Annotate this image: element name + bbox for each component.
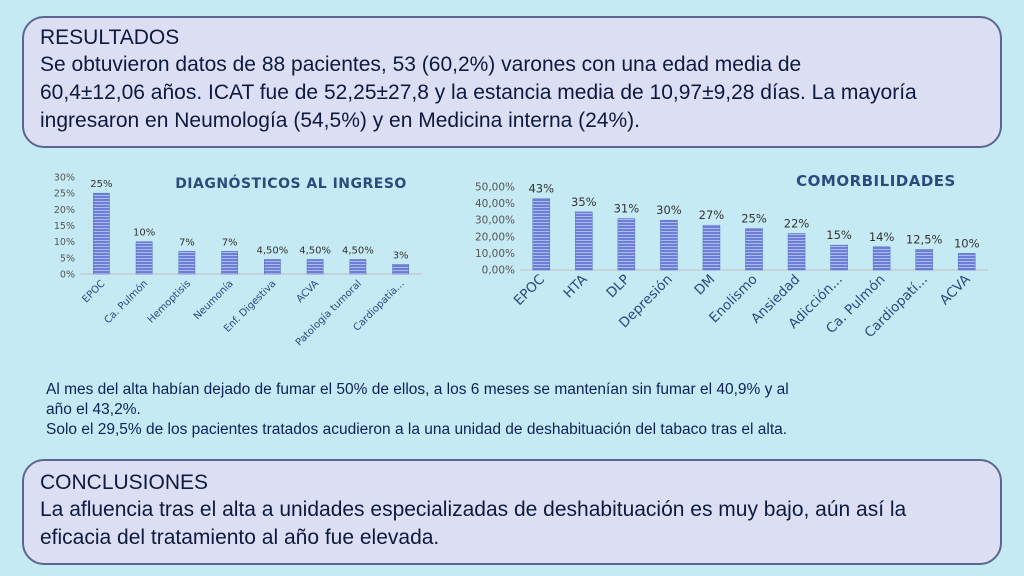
conclusions-box: CONCLUSIONES La afluencia tras el alta a…: [22, 459, 1002, 565]
conclusions-line-2: eficacia del tratamiento al año fue elev…: [40, 526, 440, 549]
comorb-data-label: 14%: [869, 230, 895, 244]
comorb-bar: [957, 253, 976, 271]
comorb-ytick-label: 50,00%: [475, 182, 515, 194]
comorb-data-label: 25%: [741, 212, 767, 226]
comorb-category-label: DLP: [603, 272, 633, 302]
diag-data-label: 7%: [222, 237, 238, 248]
diag-data-label: 4,50%: [342, 245, 374, 256]
comorb-bar: [702, 224, 721, 271]
diag-data-label: 25%: [90, 179, 112, 190]
diag-bar: [178, 251, 196, 275]
comorb-data-label: 15%: [826, 228, 852, 242]
comorb-bar: [787, 233, 806, 271]
comorb-data-label: 35%: [571, 195, 597, 209]
comorb-ytick-label: 10,00%: [475, 248, 515, 260]
conclusions-line-1: La afluencia tras el alta a unidades esp…: [40, 498, 907, 521]
diag-chart-title: DIAGNÓSTICOS AL INGRESO: [175, 174, 407, 192]
comorb-data-label: 10%: [954, 236, 980, 250]
comorb-category-label: DM: [691, 272, 718, 299]
comorb-bar: [617, 218, 636, 271]
diag-bar: [392, 264, 409, 275]
comorb-category-label: ACVA: [937, 271, 974, 308]
followup-line-1: Al mes del alta habían dejado de fumar e…: [46, 381, 789, 398]
comorbilidades-chart: COMORBILIDADES 0,00% 10,00% 20,00% 30,00% 40,…: [475, 172, 988, 341]
comorb-data-label: 43%: [528, 182, 554, 196]
diag-ytick-label: 30%: [54, 173, 75, 184]
comorb-ytick-label: 40,00%: [475, 198, 515, 210]
diag-data-label: 4,50%: [299, 245, 331, 256]
results-line-3: ingresaron en Neumología (54,5%) y en Me…: [40, 109, 640, 132]
diag-data-label: 4,50%: [256, 245, 288, 256]
comorb-ytick-label: 30,00%: [475, 215, 515, 227]
results-line-1: Se obtuvieron datos de 88 pacientes, 53 …: [40, 53, 802, 76]
comorb-data-label: 30%: [656, 203, 682, 217]
diag-ytick-label: 5%: [60, 253, 75, 264]
comorb-ytick-label: 0,00%: [482, 265, 515, 277]
followup-line-3: Solo el 29,5% de los pacientes tratados …: [46, 421, 788, 438]
diag-category-label: Neumonía: [191, 278, 236, 323]
results-title: RESULTADOS: [40, 26, 180, 49]
comorb-bar: [872, 246, 891, 271]
comorb-bar: [660, 219, 678, 271]
diag-ytick-label: 20%: [54, 205, 75, 216]
diag-bar: [135, 241, 153, 275]
diag-data-label: 7%: [179, 237, 195, 248]
conclusions-title: CONCLUSIONES: [40, 471, 209, 494]
diag-data-label: 3%: [393, 250, 409, 261]
diag-category-label: Hemoptisis: [146, 278, 193, 325]
diag-ytick-label: 0%: [60, 270, 75, 281]
comorb-bar: [915, 249, 933, 271]
diag-category-label: Ca. Pulmón: [102, 278, 151, 327]
results-line-2: 60,4±12,06 años. ICAT fue de 52,25±27,8 …: [40, 81, 917, 104]
results-box: RESULTADOS Se obtuvieron datos de 88 pac…: [22, 16, 1002, 148]
diag-category-label: EPOC: [80, 278, 107, 305]
comorb-bar: [575, 211, 593, 271]
diag-ytick-label: 15%: [54, 221, 75, 232]
diag-ytick-label: 25%: [54, 189, 75, 200]
diag-data-label: 10%: [133, 228, 155, 239]
diag-bar: [349, 259, 367, 275]
comorb-bar: [745, 228, 763, 271]
diagnosticos-chart: DIAGNÓSTICOS AL INGRESO 0% 5% 10% 15% 20% 25% 3…: [54, 173, 422, 349]
comorb-bar: [830, 244, 848, 271]
comorb-category-label: EPOC: [511, 272, 548, 309]
diag-bar: [264, 259, 281, 275]
followup-text: Al mes del alta habían dejado de fumar e…: [46, 380, 996, 440]
diag-bar: [306, 259, 324, 275]
diag-bar: [93, 192, 110, 275]
diag-bar: [221, 251, 238, 275]
comorb-category-label: HTA: [561, 271, 592, 302]
comorb-data-label: 12,5%: [906, 232, 943, 246]
comorb-bar: [532, 198, 551, 271]
comorb-chart-title: COMORBILIDADES: [796, 172, 956, 190]
comorb-data-label: 22%: [784, 216, 810, 230]
followup-line-2: año el 43,2%.: [46, 401, 141, 418]
diag-category-label: ACVA: [295, 278, 322, 305]
comorb-data-label: 31%: [614, 202, 640, 216]
comorb-ytick-label: 20,00%: [475, 231, 515, 243]
comorb-data-label: 27%: [699, 208, 725, 222]
diag-ytick-label: 10%: [54, 237, 75, 248]
